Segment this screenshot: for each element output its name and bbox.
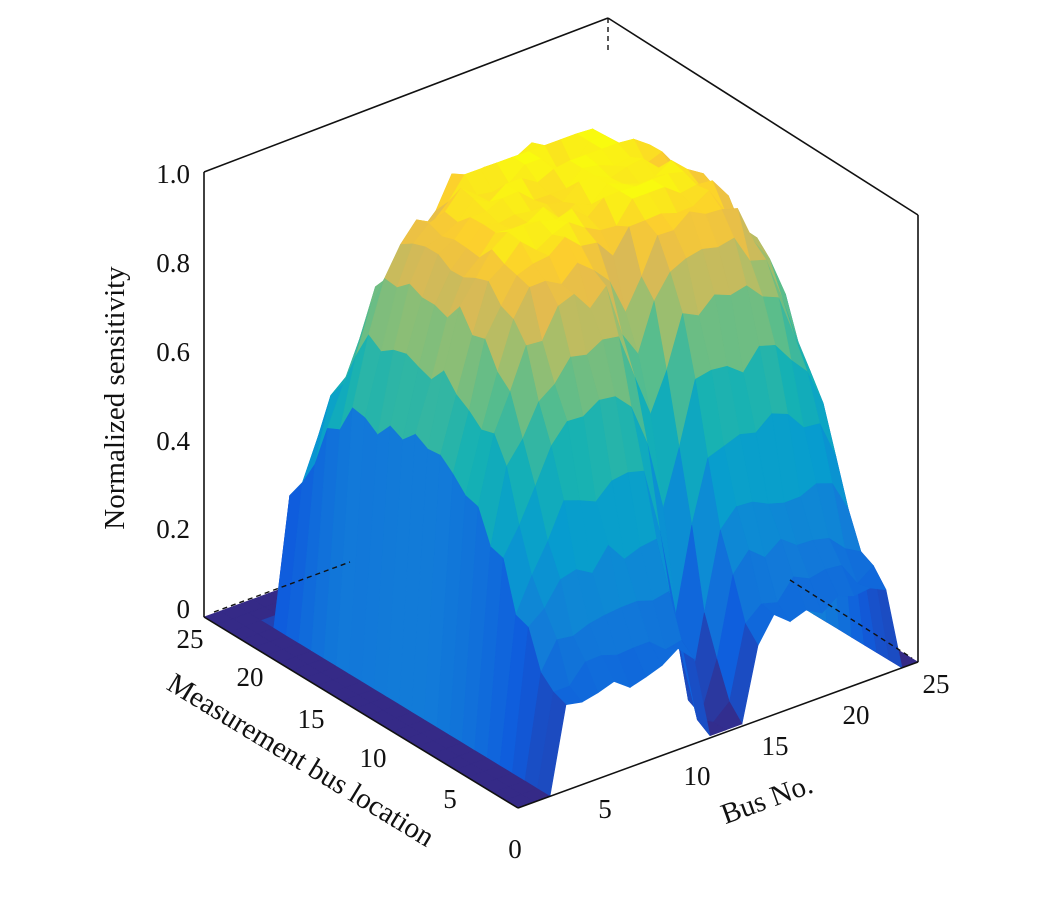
surface-layer [203,128,919,809]
y-tick-label: 20 [237,662,264,692]
box-edge-top-left [203,17,609,173]
z-axis: 0 0.2 0.4 0.6 0.8 1.0 Normalized sensiti… [99,159,191,624]
x-tick-label: 25 [923,669,950,699]
x-axis-label: Bus No. [717,768,817,831]
z-axis-label: Normalized sensitivity [99,266,131,530]
box-edge-top-right [607,17,919,216]
z-tick-label: 0.4 [156,426,190,456]
z-tick-label: 1.0 [156,159,190,189]
x-tick-label: 20 [843,700,870,730]
y-tick-label: 5 [443,784,457,814]
box-edge-floor-right [517,661,919,809]
box-edge-floor-back-right [789,579,913,659]
y-tick-label: 0 [508,834,522,864]
z-tick-label: 0.2 [156,514,190,544]
y-tick-label: 25 [177,624,204,654]
box-edge-floor-back-left [213,561,351,613]
x-tick-label: 15 [762,731,789,761]
y-tick-label: 10 [360,743,387,773]
x-tick-label: 10 [684,761,711,791]
z-tick-label: 0.6 [156,337,190,367]
x-tick-label: 5 [598,794,612,824]
box-edge-floor-left [203,616,519,809]
z-tick-label: 0 [177,594,191,624]
y-tick-label: 15 [298,704,325,734]
z-tick-label: 0.8 [156,248,190,278]
axes-box [203,17,919,809]
x-axis: 5 10 15 20 25 Bus No. [598,669,949,831]
